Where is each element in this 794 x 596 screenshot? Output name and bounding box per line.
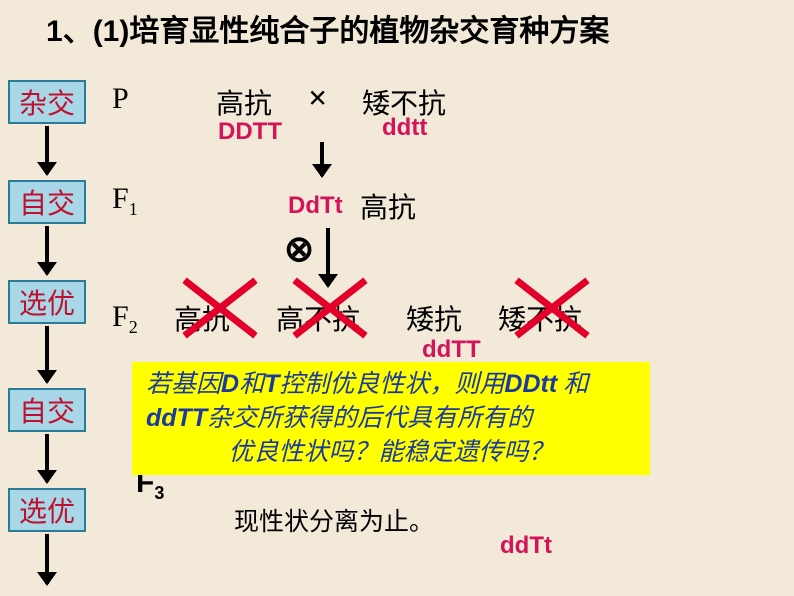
f2-pheno: 高不抗 bbox=[276, 298, 360, 338]
title-num: 1 bbox=[46, 15, 63, 48]
step-box: 选优 bbox=[8, 280, 86, 324]
self-cross-symbol: ⊗ bbox=[284, 228, 314, 270]
gen-F1-F: F bbox=[112, 182, 129, 215]
note-gD: D bbox=[221, 370, 239, 398]
p-pheno1: 高抗 bbox=[216, 82, 272, 122]
f3-fragment: 现性状分离为止。 bbox=[234, 502, 434, 538]
title-sub: (1) bbox=[93, 15, 130, 48]
title-text: 培育显性纯合子的植物杂交育种方案 bbox=[129, 15, 609, 48]
note-gddTT: ddTT bbox=[146, 404, 207, 432]
arrow-f1-f2 bbox=[326, 228, 330, 286]
f2-pheno: 矮不抗 bbox=[498, 298, 582, 338]
gen-F2-sub: 2 bbox=[129, 317, 138, 337]
gen-F2-F: F bbox=[112, 300, 129, 333]
gen-F3-sub: 3 bbox=[154, 483, 164, 503]
gen-F1-sub: 1 bbox=[129, 199, 138, 219]
page-title: 1、(1)培育显性纯合子的植物杂交育种方案 bbox=[46, 6, 609, 50]
note-gDDtt: DDtt bbox=[504, 370, 557, 398]
trailing-geno: ddTt bbox=[500, 532, 552, 560]
note-t4: 和 bbox=[563, 371, 588, 398]
step-box: 选优 bbox=[8, 488, 86, 532]
arrow-p-f1 bbox=[320, 142, 324, 176]
step-box: 自交 bbox=[8, 180, 86, 224]
step-box: 杂交 bbox=[8, 80, 86, 124]
step-arrow bbox=[45, 434, 49, 482]
gen-F1: F1 bbox=[112, 182, 138, 220]
note-t2: 和 bbox=[239, 371, 264, 398]
step-arrow bbox=[45, 326, 49, 382]
cross-symbol: × bbox=[308, 80, 327, 118]
f2-pheno: 高抗 bbox=[174, 298, 230, 338]
step-box: 自交 bbox=[8, 388, 86, 432]
title-punct: 、 bbox=[63, 15, 93, 48]
p-geno2: ddtt bbox=[382, 114, 427, 142]
note-t6: 优良性状吗？能稳定遗传吗？ bbox=[228, 439, 553, 466]
note-t1: 若基因 bbox=[146, 371, 221, 398]
step-arrow bbox=[45, 226, 49, 274]
note-t5: 杂交所获得的后代具有所有的 bbox=[207, 405, 532, 432]
gen-P: P bbox=[112, 82, 129, 116]
p-geno1: DDTT bbox=[218, 118, 282, 146]
f2-pheno: 矮抗 bbox=[406, 298, 462, 338]
f1-geno: DdTt bbox=[288, 192, 343, 220]
step-arrow bbox=[45, 126, 49, 174]
f1-pheno: 高抗 bbox=[360, 186, 416, 226]
note-gT: T bbox=[264, 370, 279, 398]
question-note: 若基因D和T控制优良性状，则用DDtt 和ddTT杂交所获得的后代具有所有的 优… bbox=[132, 362, 650, 475]
f2-selected-geno: ddTT bbox=[422, 336, 481, 364]
note-t3: 控制优良性状，则用 bbox=[279, 371, 504, 398]
step-arrow bbox=[45, 534, 49, 584]
gen-F2: F2 bbox=[112, 300, 138, 338]
